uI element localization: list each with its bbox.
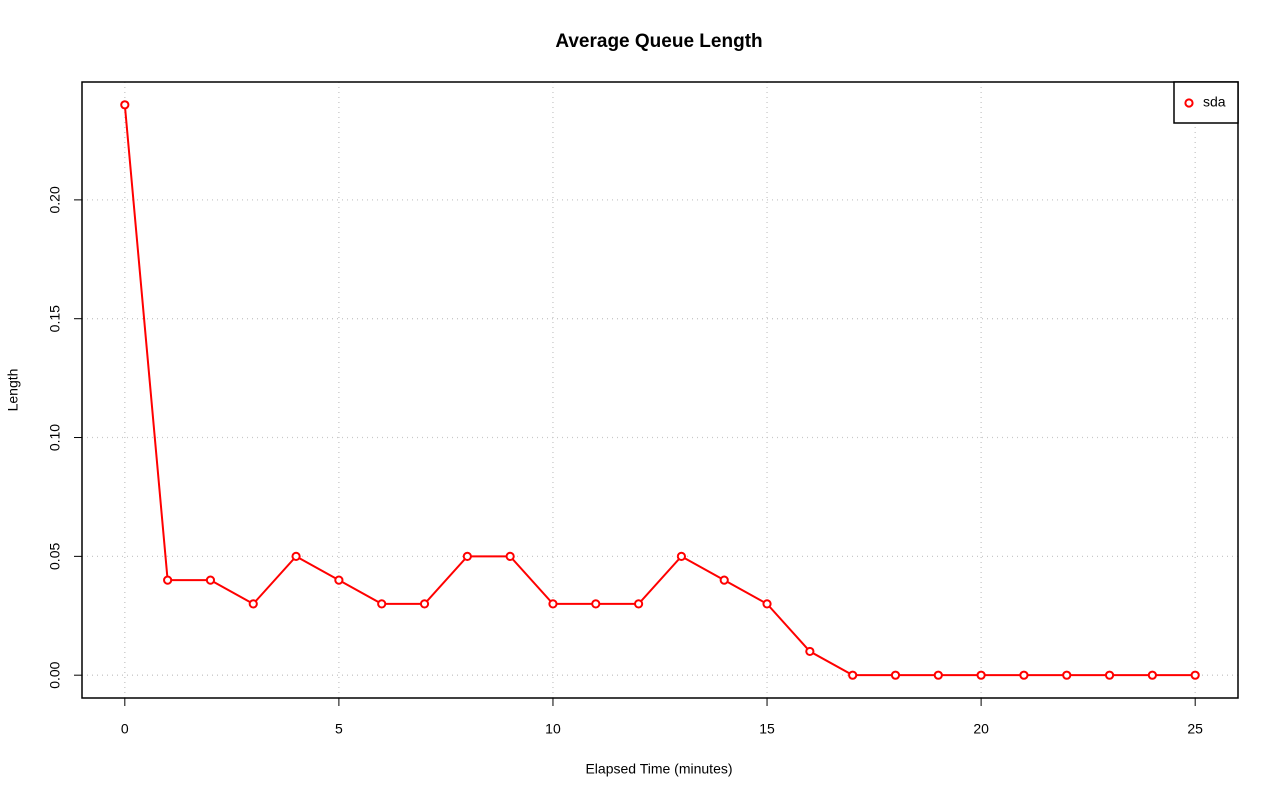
x-axis-label: Elapsed Time (minutes): [585, 761, 732, 777]
y-tick-label: 0.15: [47, 305, 63, 332]
data-point: [120, 100, 130, 110]
data-point: [890, 670, 901, 680]
data-point: [976, 670, 986, 680]
data-point: [505, 551, 515, 561]
x-tick-label: 25: [1187, 721, 1203, 737]
data-point: [248, 599, 258, 609]
x-tick-label: 20: [973, 721, 989, 737]
legend-marker: [1184, 98, 1194, 108]
data-point: [805, 646, 815, 657]
y-tick-label: 0.10: [47, 424, 63, 451]
data-point: [719, 575, 729, 585]
data-point: [462, 551, 472, 561]
data-point: [676, 551, 687, 561]
data-point: [1190, 670, 1200, 680]
x-tick-label: 10: [545, 721, 561, 737]
y-tick-label: 0.20: [47, 186, 63, 213]
data-point: [633, 599, 644, 609]
data-point: [291, 551, 301, 561]
data-point: [848, 670, 858, 680]
data-point: [1062, 670, 1072, 680]
data-point: [591, 599, 601, 609]
y-tick-label: 0.00: [47, 661, 63, 688]
x-tick-label: 0: [121, 721, 129, 737]
x-tick-label: 15: [759, 721, 775, 737]
data-point: [762, 599, 772, 609]
plot-frame: [81, 81, 1239, 699]
series-line: [123, 104, 1196, 677]
y-axis-label: Length: [5, 369, 21, 412]
data-point: [1104, 670, 1115, 680]
chart-title: Average Queue Length: [555, 31, 762, 52]
legend-label: sda: [1203, 94, 1226, 110]
y-tick-label: 0.05: [47, 543, 63, 570]
data-point: [548, 599, 558, 609]
data-point: [1019, 670, 1029, 680]
data-point: [205, 575, 216, 585]
data-point: [419, 599, 430, 609]
x-tick-label: 5: [335, 721, 343, 737]
data-point: [933, 670, 943, 680]
data-point: [163, 575, 173, 585]
data-point: [1147, 670, 1157, 680]
data-point: [334, 575, 344, 585]
data-point: [377, 599, 387, 609]
